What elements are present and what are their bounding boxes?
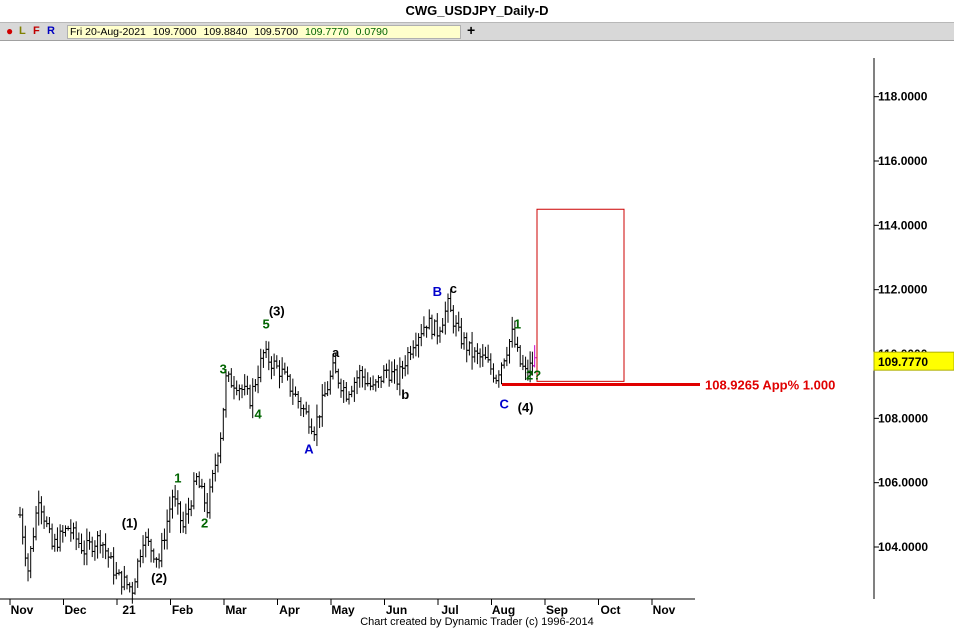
support-line-label: 108.9265 App% 1.000 bbox=[705, 378, 835, 393]
x-tick-label: Sep bbox=[546, 603, 568, 617]
wave-label: (4) bbox=[518, 400, 534, 415]
info-open: 109.7000 bbox=[152, 26, 197, 38]
wave-label: 2? bbox=[526, 368, 541, 383]
wave-label: 4 bbox=[254, 406, 262, 421]
x-tick-label: Jun bbox=[386, 603, 407, 617]
wave-label: (2) bbox=[151, 570, 167, 585]
info-low: 109.5700 bbox=[254, 26, 299, 38]
status-dot-icon: ● bbox=[6, 24, 14, 38]
add-button[interactable]: + bbox=[467, 22, 476, 38]
wave-label: B bbox=[433, 284, 442, 299]
x-tick-label: Nov bbox=[653, 603, 676, 617]
y-tick-label: 106.0000 bbox=[878, 476, 928, 490]
x-tick-label: Aug bbox=[492, 603, 515, 617]
toolbar-button-f[interactable]: F bbox=[33, 25, 40, 37]
toolbar-button-r[interactable]: R bbox=[47, 25, 55, 37]
wave-label: 3 bbox=[220, 361, 227, 376]
x-tick-label: Nov bbox=[11, 603, 34, 617]
x-tick-label: May bbox=[331, 603, 355, 617]
credit-footer: Chart created by Dynamic Trader (c) 1996… bbox=[360, 616, 594, 628]
x-tick-label: Mar bbox=[225, 603, 247, 617]
info-change: 0.0790 bbox=[355, 26, 388, 38]
y-tick-label: 116.0000 bbox=[878, 154, 928, 168]
x-tick-label: Jul bbox=[441, 603, 458, 617]
target-zone-box bbox=[536, 208, 625, 382]
title-bar: CWG_USDJPY_Daily-D bbox=[0, 0, 954, 23]
last-price-marker bbox=[873, 351, 954, 371]
info-high: 109.8840 bbox=[203, 26, 248, 38]
x-tick-label: Dec bbox=[64, 603, 86, 617]
wave-label: C bbox=[499, 397, 509, 412]
toolbar: ● L F R Fri 20-Aug-2021 109.7000 109.884… bbox=[0, 23, 954, 41]
wave-label: A bbox=[304, 442, 314, 457]
wave-label: 1 bbox=[514, 316, 521, 331]
x-tick-label: 21 bbox=[122, 603, 136, 617]
x-tick-label: Apr bbox=[279, 603, 300, 617]
wave-label: 1 bbox=[174, 471, 181, 486]
ohlc-info-box: Fri 20-Aug-2021 109.7000 109.8840 109.57… bbox=[67, 25, 461, 39]
wave-label: (3) bbox=[269, 303, 285, 318]
wave-label: c bbox=[450, 281, 457, 296]
toolbar-button-l[interactable]: L bbox=[19, 25, 26, 37]
y-tick-label: 112.0000 bbox=[878, 283, 928, 297]
info-date: Fri 20-Aug-2021 bbox=[70, 26, 146, 38]
chart-area: 118.0000116.0000114.0000112.0000110.0000… bbox=[0, 41, 954, 632]
last-price-label: 109.7770 bbox=[878, 355, 928, 369]
x-tick-label: Feb bbox=[172, 603, 193, 617]
wave-label: 2 bbox=[201, 516, 208, 531]
wave-label: b bbox=[401, 387, 409, 402]
y-tick-label: 104.0000 bbox=[878, 540, 928, 554]
chart-title: CWG_USDJPY_Daily-D bbox=[405, 3, 549, 18]
y-tick-label: 118.0000 bbox=[878, 90, 928, 104]
y-tick-label: 114.0000 bbox=[878, 218, 928, 232]
info-close: 109.7770 bbox=[304, 26, 349, 38]
price-chart: 118.0000116.0000114.0000112.0000110.0000… bbox=[0, 58, 954, 617]
y-tick-label: 108.0000 bbox=[878, 411, 928, 425]
wave-label: 5 bbox=[262, 316, 269, 331]
x-tick-label: Oct bbox=[600, 603, 620, 617]
wave-label: (1) bbox=[122, 516, 138, 531]
wave-label: a bbox=[332, 345, 340, 360]
